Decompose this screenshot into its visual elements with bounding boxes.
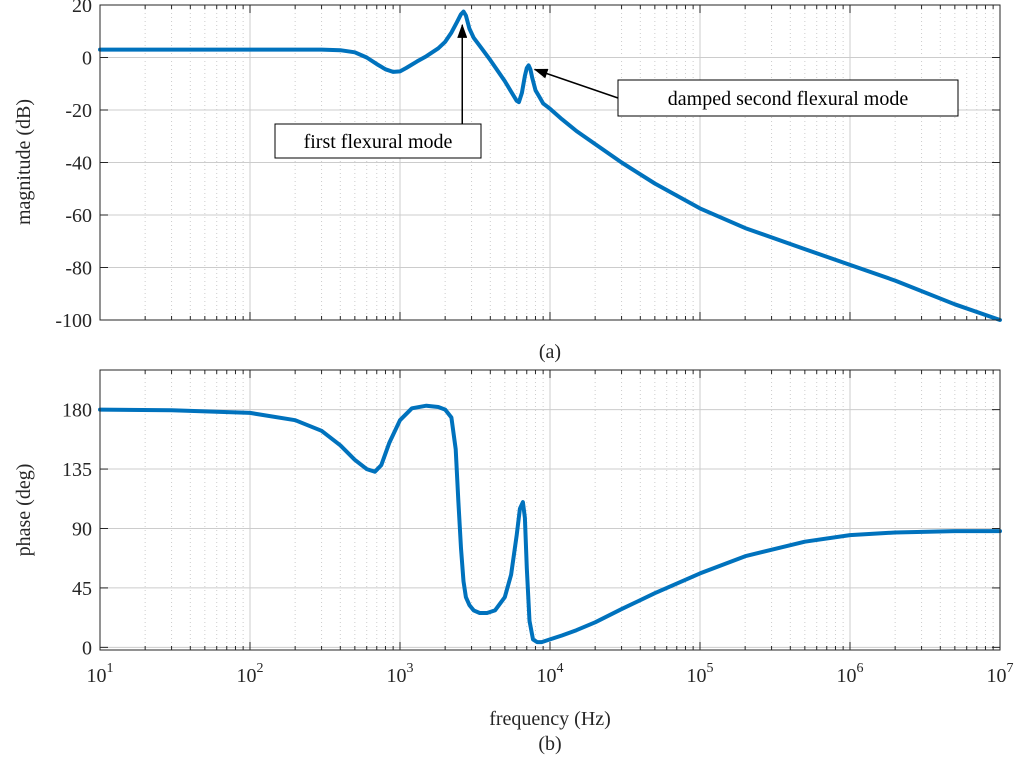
magnitude-y-axis-title: magnitude (dB) — [13, 99, 35, 225]
first-mode-label-box — [274, 123, 482, 159]
x-tick-exponent: 7 — [1007, 661, 1014, 676]
second-mode-label-box — [617, 79, 959, 117]
second-mode-label: damped second flexural mode — [668, 88, 909, 110]
magnitude-grid — [99, 4, 1000, 321]
magnitude-axes-box — [99, 4, 1001, 321]
magnitude-y-tick-label: -40 — [65, 153, 92, 175]
panel-label-b: (b) — [538, 733, 561, 755]
phase-series-line — [98, 403, 1002, 645]
phase-y-tick-label: 90 — [72, 518, 92, 540]
magnitude-y-tick-label: 0 — [82, 48, 92, 70]
magnitude-y-tick-label: 20 — [72, 0, 92, 17]
magnitude-y-tick-label: -60 — [65, 205, 92, 227]
second-mode-arrow — [533, 68, 619, 99]
phase-y-tick-label: 0 — [82, 637, 92, 659]
magnitude-panel: 20 0 -20 -40 -60 -80 -100 first flexural mode d… — [13, 0, 1002, 363]
phase-y-tick-label: 45 — [72, 578, 92, 600]
phase-ticks — [99, 370, 1000, 650]
panel-label-a: (a) — [539, 341, 561, 363]
magnitude-y-tick-label: -80 — [65, 258, 92, 280]
phase-y-axis-title: phase (deg) — [13, 464, 35, 557]
magnitude-y-tick-labels: 20 0 -20 -40 -60 -80 -100 — [55, 0, 92, 332]
x-tick-label: 104 — [537, 661, 564, 687]
x-tick-label: 106 — [837, 661, 864, 687]
first-mode-label: first flexural mode — [304, 131, 453, 153]
phase-y-tick-labels: 180 135 90 45 0 — [62, 400, 92, 660]
phase-y-tick-label: 135 — [62, 459, 92, 481]
magnitude-series-line — [98, 9, 1002, 322]
magnitude-y-tick-label: -20 — [65, 100, 92, 122]
x-tick-exponent: 6 — [857, 661, 864, 676]
x-tick-exponent: 3 — [407, 661, 414, 676]
phase-x-tick-labels: 101 102 103 104 105 106 107 — [87, 661, 1014, 687]
phase-y-tick-label: 180 — [62, 400, 92, 422]
phase-grid — [99, 370, 1000, 650]
x-tick-label: 107 — [987, 661, 1014, 687]
x-tick-exponent: 5 — [707, 661, 714, 676]
magnitude-y-tick-label: -100 — [55, 310, 92, 332]
x-tick-exponent: 2 — [257, 661, 264, 676]
phase-x-axis-title: frequency (Hz) — [489, 708, 611, 730]
x-tick-label: 105 — [687, 661, 714, 687]
x-tick-exponent: 1 — [107, 661, 114, 676]
magnitude-annotations: first flexural mode damped second flexura… — [274, 23, 959, 159]
phase-axes-box — [99, 369, 1001, 651]
x-tick-label: 102 — [237, 661, 264, 687]
x-tick-label: 103 — [387, 661, 414, 687]
x-tick-label: 101 — [87, 661, 114, 687]
x-tick-exponent: 4 — [557, 661, 564, 676]
